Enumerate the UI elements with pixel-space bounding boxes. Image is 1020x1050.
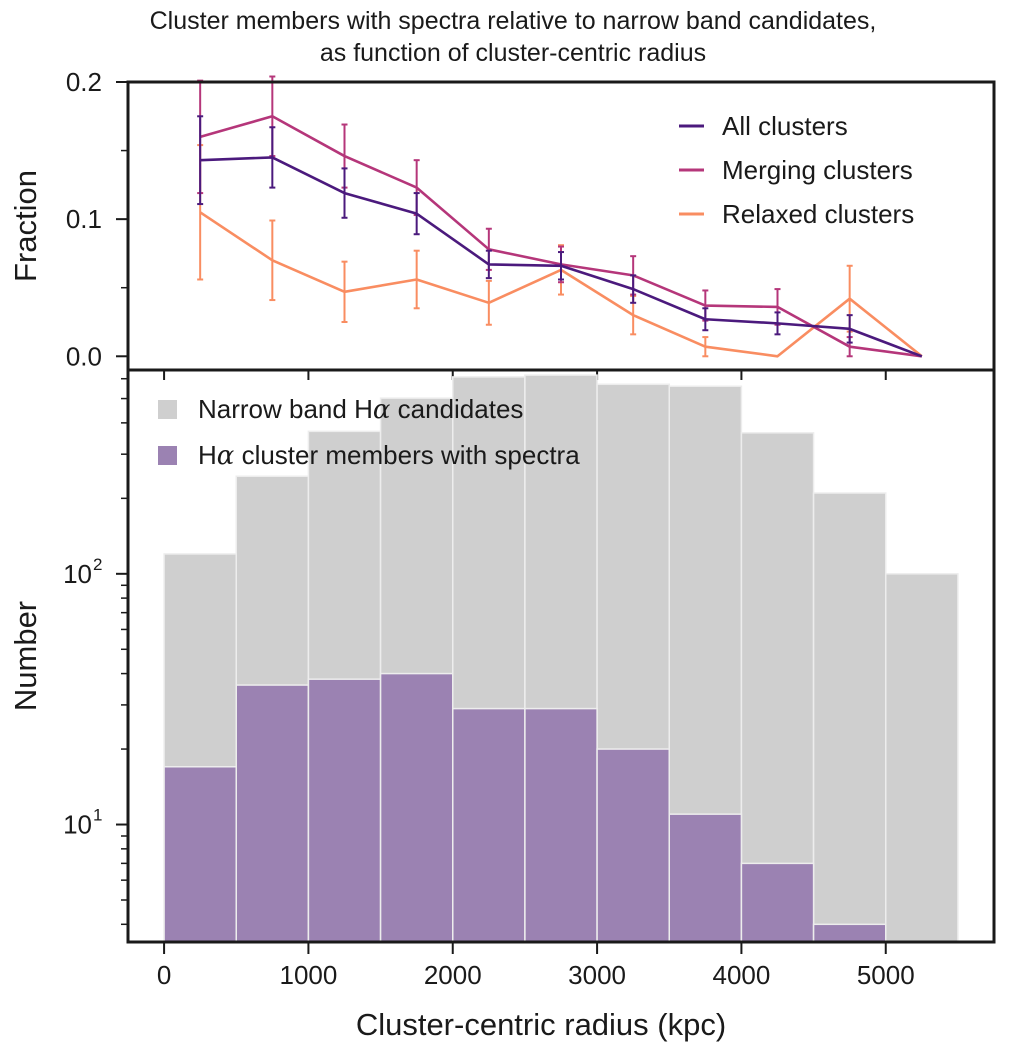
legend-label-candidates: Narrow band Hα candidates [198, 394, 523, 425]
hist-bar-members [307, 678, 382, 943]
y-tick-exponent: 2 [93, 555, 102, 574]
hist-bar-members [740, 862, 815, 943]
bottom-panel-frame [126, 368, 996, 944]
x-tick-label: 0 [157, 960, 171, 990]
legend-text-suffix: cluster members with spectra [234, 440, 580, 470]
hist-bar-members [812, 923, 887, 943]
x-tick-label: 2000 [424, 960, 482, 990]
x-tick-label: 3000 [568, 960, 626, 990]
hist-bar-members [668, 813, 743, 943]
x-tick-label: 1000 [279, 960, 337, 990]
y-axis-label-number: Number [8, 601, 43, 711]
chart-title-line1: Cluster members with spectra relative to… [150, 7, 877, 35]
legend-alpha-symbol: α [373, 395, 391, 425]
hist-bar-candidates [885, 573, 959, 943]
chart-title-line2: as function of cluster-centric radius [320, 39, 706, 67]
hist-bar-members [596, 748, 670, 943]
series-line-1 [199, 114, 923, 358]
fraction-panel: 0.0 0.1 0.2 Fraction All clusters Merging clu… [8, 67, 996, 380]
x-tick-label: 5000 [857, 960, 915, 990]
legend-swatch-members [158, 446, 177, 465]
legend-label-0: All clusters [722, 111, 848, 141]
y-tick-label: 10 [63, 559, 92, 589]
legend-text-suffix: candidates [390, 394, 523, 424]
hist-bar-members [452, 707, 526, 943]
legend-label-1: Merging clusters [722, 155, 913, 185]
hist-bar-candidates [740, 432, 815, 943]
legend-label-members: Hα cluster members with spectra [198, 440, 580, 471]
hist-bar-members [163, 766, 237, 943]
hist-bar-candidates [812, 492, 887, 943]
x-tick-label: 4000 [712, 960, 770, 990]
legend-text: H [198, 440, 217, 470]
legend-alpha-symbol: α [217, 441, 235, 471]
legend-text: Narrow band H [198, 394, 373, 424]
y-tick-label: 0.2 [66, 67, 102, 97]
hist-bar-members [379, 672, 454, 943]
y-tick-label: 0.0 [66, 341, 102, 371]
hist-bar-members [524, 707, 598, 943]
y-tick-label: 10 [63, 810, 92, 840]
y-tick-exponent: 1 [93, 806, 102, 825]
y-axis-label-fraction: Fraction [8, 170, 43, 282]
legend-label-2: Relaxed clusters [722, 199, 914, 229]
number-panel: 10 110 20 1000 2000 3000 4000 5000Cluster-centr… [8, 368, 996, 1042]
hist-bar-members [235, 684, 310, 943]
legend-swatch-candidates [158, 400, 177, 419]
y-tick-label: 0.1 [66, 204, 102, 234]
x-axis-label: Cluster-centric radius (kpc) [356, 1007, 726, 1042]
